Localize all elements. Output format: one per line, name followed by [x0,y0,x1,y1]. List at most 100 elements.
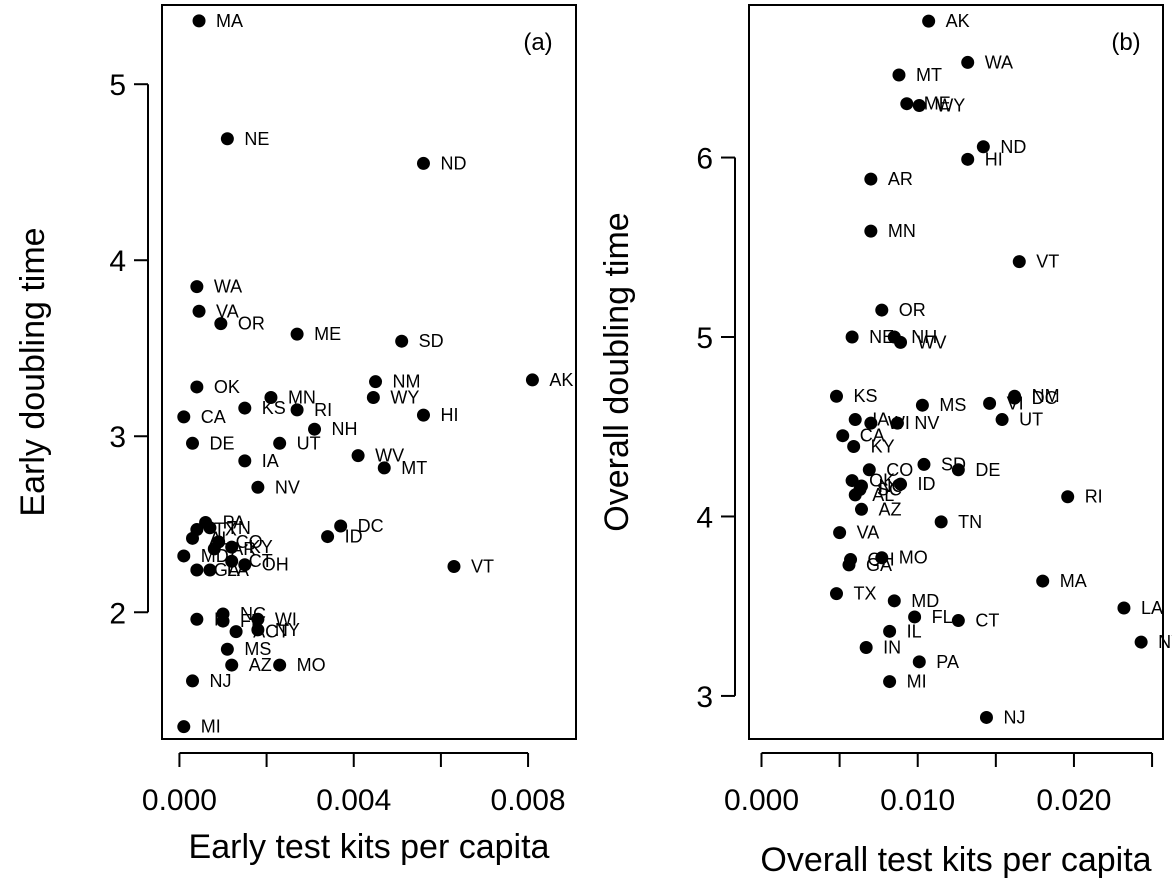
point-label-0-wy: WY [390,388,419,408]
point-1-pa [912,655,926,669]
point-0-ca [177,410,191,424]
point-label-1-in: IN [883,637,901,657]
point-label-0-mi: MI [201,717,221,737]
point-label-1-ny: NY [1158,632,1172,652]
point-label-0-md: MD [201,546,229,566]
point-0-ga [190,563,204,577]
point-1-de [951,463,965,477]
point-0-la [203,563,217,577]
point-1-me [900,97,914,111]
point-0-nj [186,674,200,688]
point-1-ky [847,439,861,453]
point-0-mn [264,391,278,405]
point-label-0-vt: VT [471,557,494,577]
point-label-0-id: ID [345,527,363,547]
point-label-0-ct: CT [249,551,273,571]
point-label-0-nm: NM [393,372,421,392]
point-label-0-hi: HI [440,405,458,425]
point-label-1-tx: TX [853,584,876,604]
point-label-1-nj: NJ [1003,707,1025,727]
point-0-ks [238,401,252,415]
point-1-tx [829,587,843,601]
point-1-ct [951,614,965,628]
point-label-1-nv: NV [914,413,939,433]
point-label-1-mi: MI [907,672,927,692]
point-1-fl [908,610,922,624]
point-0-hi [416,408,430,422]
point-0-de [186,436,200,450]
point-0-nm [369,375,383,389]
point-1-wv [894,335,908,349]
point-label-1-ct: CT [975,611,999,631]
x-tick-label-0-2: 0.008 [491,784,566,817]
x-tick-label-1-0: 0.000 [724,784,799,817]
point-label-0-ri: RI [314,400,332,420]
point-1-in [859,640,873,654]
point-1-vt [1012,255,1026,269]
point-1-wa [961,55,975,69]
point-0-oh [238,558,252,572]
point-label-1-mt: MT [916,65,942,85]
point-label-0-pa: PA [223,512,246,532]
point-1-co [862,463,876,477]
point-1-va [833,526,847,540]
point-label-1-pa: PA [936,652,959,672]
y-tick-label-0-0: 2 [109,597,126,630]
point-label-0-va: VA [216,301,239,321]
point-label-0-ky: KY [249,537,273,557]
point-1-ma [1036,574,1050,588]
point-label-0-ny: NY [275,620,300,640]
point-label-1-vi: VI [1007,393,1024,413]
point-label-1-al: AL [872,485,894,505]
point-1-ar [864,172,878,186]
point-1-ia [848,413,862,427]
point-1-ca [836,429,850,443]
point-label-1-nd: ND [1000,137,1026,157]
point-label-0-ar: AR [231,539,256,559]
point-0-ma [192,14,206,28]
point-0-mo [273,658,287,672]
point-1-la [1117,601,1131,615]
point-1-wi [864,416,878,430]
point-1-tn [934,515,948,529]
point-label-1-ar: AR [888,169,913,189]
point-label-0-ma: MA [216,11,243,31]
point-label-0-mt: MT [401,458,427,478]
point-0-ky [225,540,239,554]
point-0-al [186,531,200,545]
x-axis-title-1: Overall test kits per capita [760,841,1151,879]
point-0-va [192,304,206,318]
point-label-0-ak: AK [549,370,573,390]
x-tick-label-1-2: 0.020 [1036,784,1111,817]
y-tick-label-0-1: 3 [109,421,126,454]
point-1-nd [976,140,990,154]
point-1-hi [961,152,975,166]
point-label-0-tx: TX [214,520,237,540]
point-label-1-ga: GA [866,555,892,575]
point-label-1-ks: KS [853,386,877,406]
point-0-md [177,549,191,563]
y-axis-title-1: Overall doubling time [598,212,636,531]
point-1-mn [864,224,878,238]
point-label-1-ky: KY [871,436,895,456]
point-1-ut [995,413,1009,427]
point-0-wv [351,449,365,463]
point-label-1-az: AZ [878,499,901,519]
point-label-1-ak: AK [946,11,970,31]
point-0-ut [273,436,287,450]
point-label-0-wv: WV [375,446,404,466]
point-label-0-mo: MO [297,655,326,675]
point-label-0-ok: OK [214,377,240,397]
point-1-ks [829,389,843,403]
point-label-0-nv: NV [275,477,300,497]
point-1-md [887,594,901,608]
point-0-act [229,625,243,639]
plot-frame-1 [748,4,1164,740]
point-0-vt [447,560,461,574]
point-label-0-sd: SD [419,331,444,351]
point-1-ak [922,14,936,28]
y-tick-label-1-1: 4 [696,501,713,534]
point-label-1-ri: RI [1085,487,1103,507]
y-tick-label-0-2: 4 [109,245,126,278]
point-0-tn [203,521,217,535]
